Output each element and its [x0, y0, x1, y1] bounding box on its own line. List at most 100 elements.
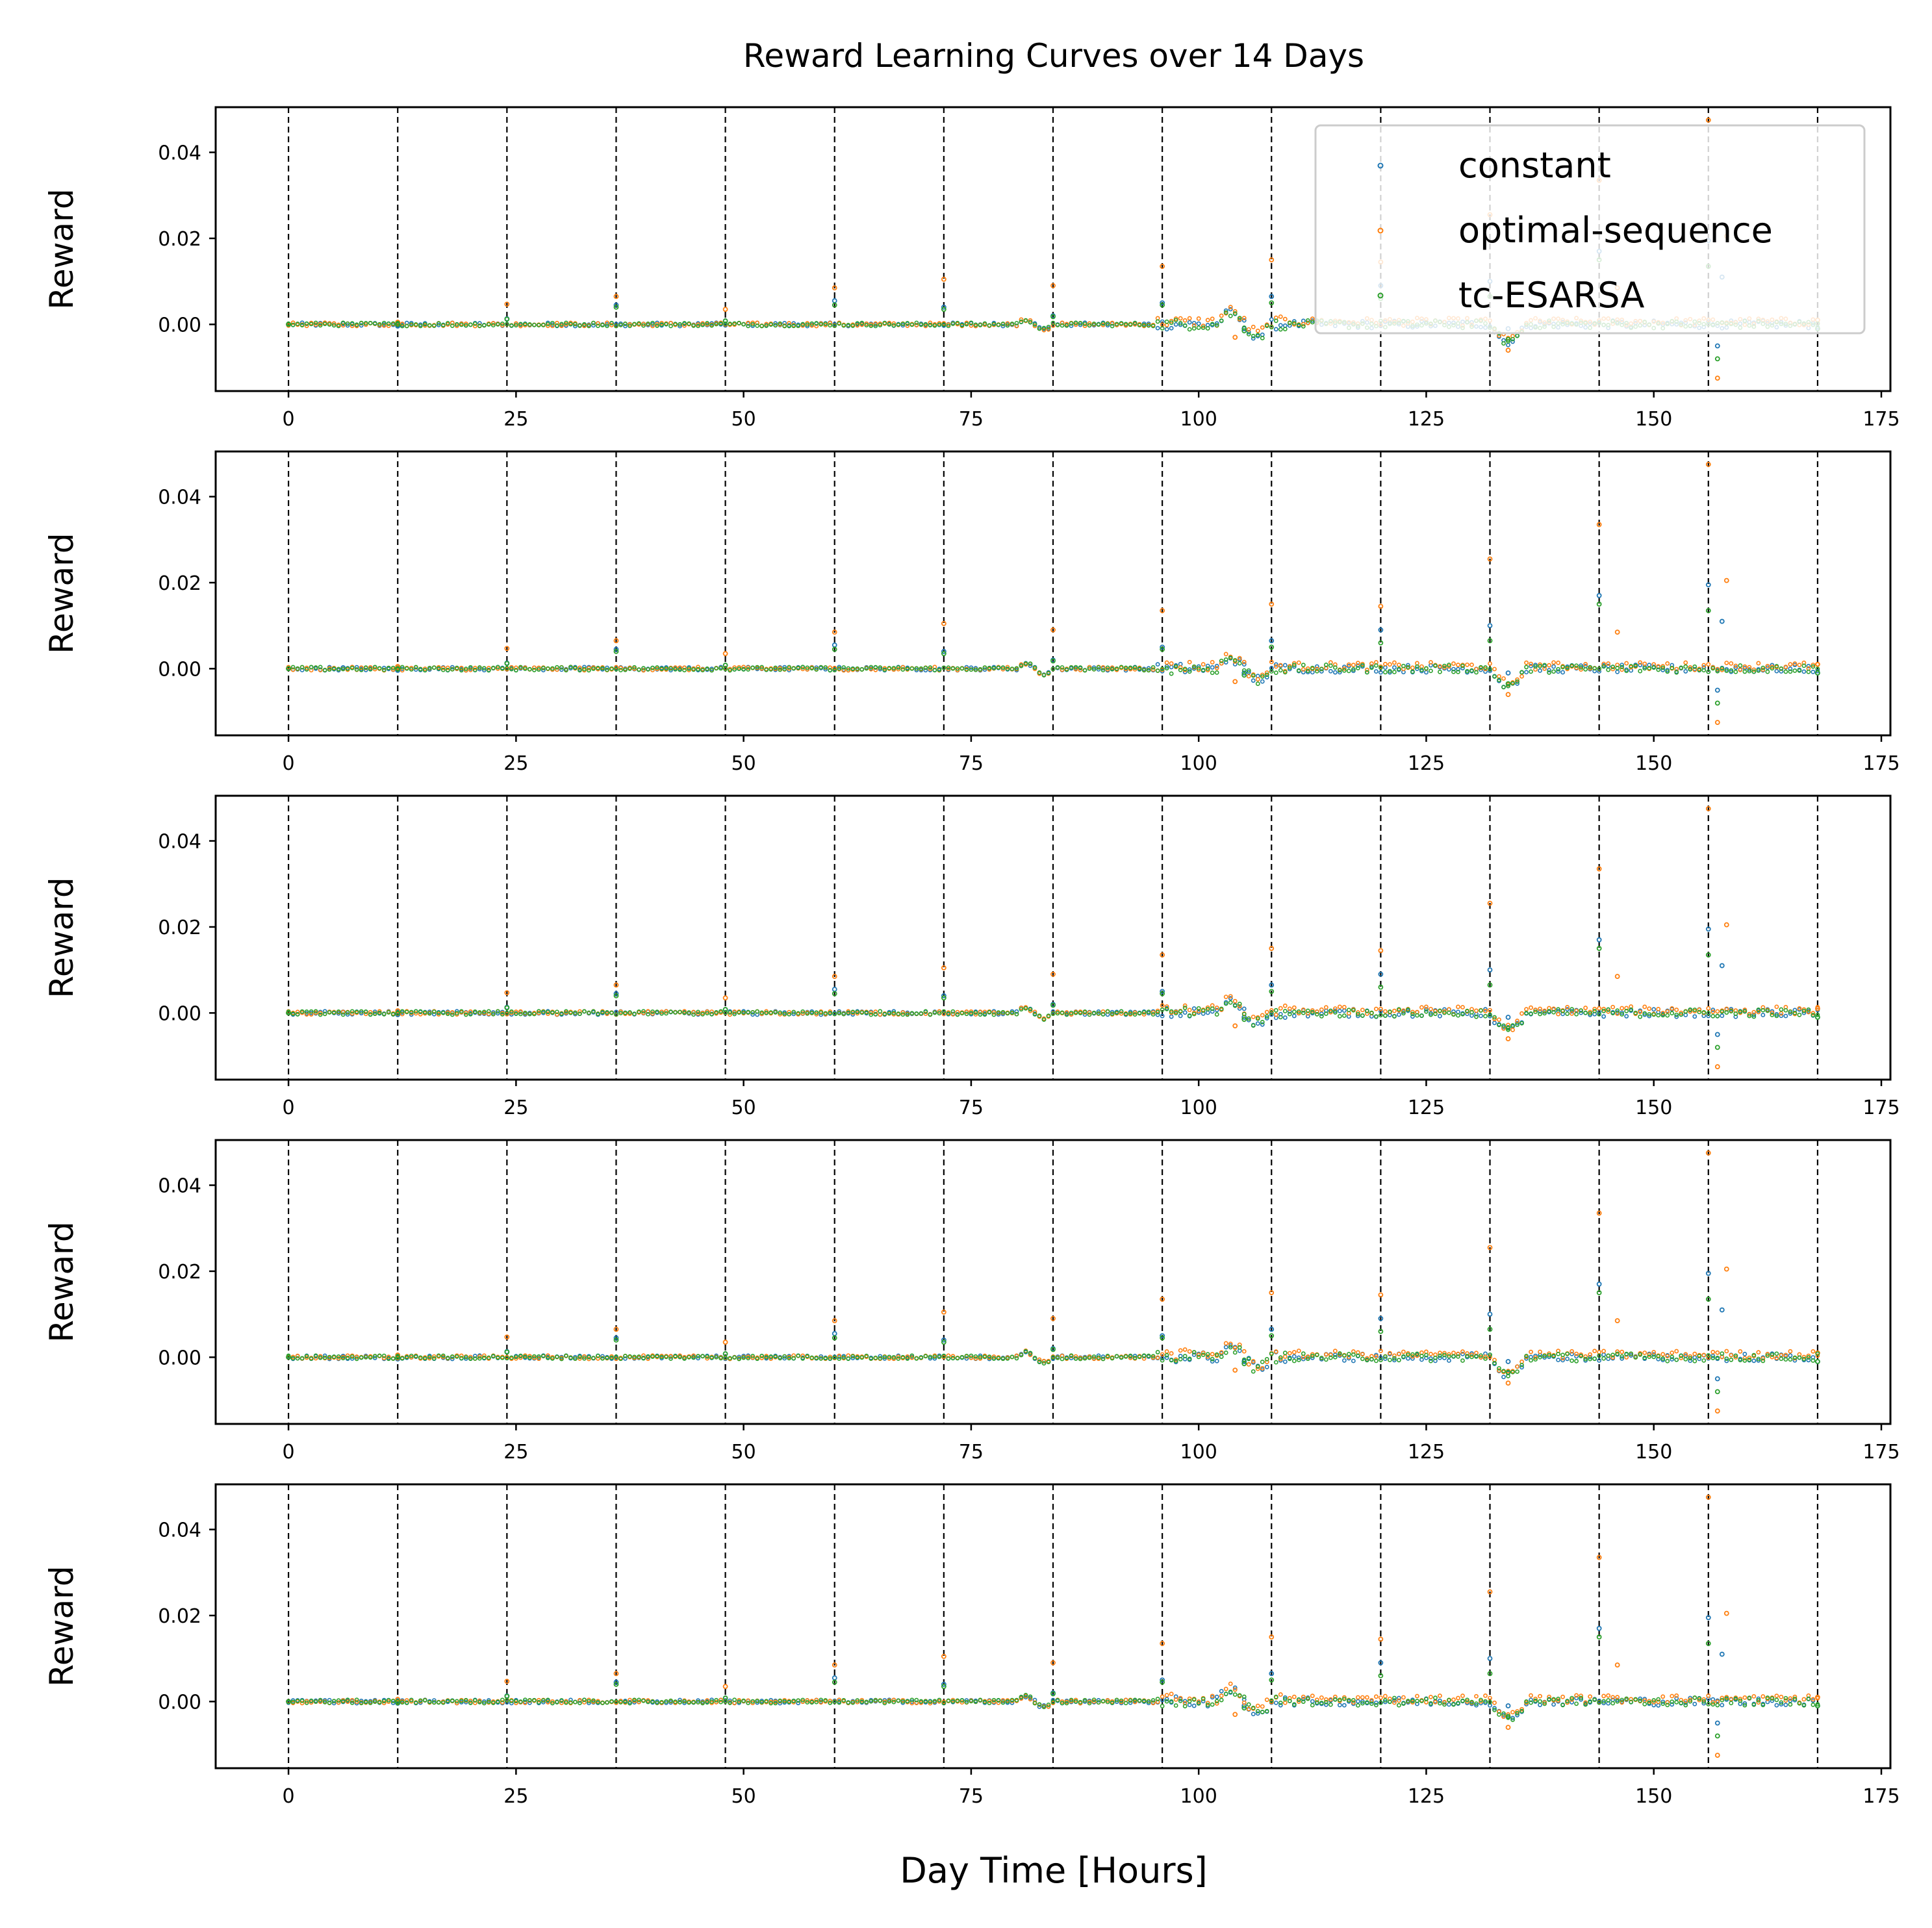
data-point — [1665, 669, 1670, 674]
data-point — [1273, 670, 1278, 676]
data-point — [891, 323, 896, 328]
data-point — [1282, 1695, 1288, 1700]
data-point — [982, 1012, 987, 1017]
data-point — [1624, 661, 1629, 666]
data-point — [900, 323, 906, 328]
data-point — [1064, 1012, 1069, 1017]
data-point — [1742, 664, 1748, 669]
data-point — [1055, 1009, 1060, 1014]
data-point — [1538, 664, 1542, 668]
data-point — [613, 302, 619, 308]
data-point — [1337, 1008, 1342, 1013]
data-point — [1000, 323, 1006, 329]
data-point — [1465, 662, 1469, 667]
data-point — [1601, 1356, 1607, 1361]
data-point — [1196, 1352, 1201, 1357]
data-point — [1241, 1006, 1247, 1011]
data-point — [1620, 665, 1625, 670]
x-tick-label: 175 — [1862, 1097, 1900, 1119]
x-tick-label: 100 — [1180, 1097, 1217, 1119]
data-point — [1551, 1009, 1556, 1015]
data-point — [996, 1700, 1001, 1705]
data-point — [637, 321, 641, 326]
data-point — [1592, 1349, 1597, 1354]
data-point — [472, 1354, 477, 1358]
data-point — [855, 323, 860, 328]
data-point — [436, 1353, 441, 1358]
data-point — [1119, 321, 1124, 326]
data-point — [299, 668, 305, 672]
data-point — [1182, 1010, 1188, 1015]
data-point — [837, 321, 842, 326]
data-point — [468, 1009, 473, 1014]
data-point — [531, 1355, 537, 1360]
data-point — [477, 1010, 482, 1015]
data-point — [846, 668, 851, 673]
data-point — [841, 1011, 846, 1017]
data-point — [1756, 1358, 1761, 1363]
data-point — [1469, 668, 1474, 673]
data-point — [1269, 325, 1274, 330]
data-point — [1770, 1013, 1775, 1017]
data-point — [1128, 1355, 1133, 1360]
data-point — [1160, 1677, 1165, 1683]
data-point — [1688, 1354, 1693, 1359]
data-point — [1574, 1011, 1579, 1017]
data-point — [1346, 662, 1351, 667]
data-point — [1132, 322, 1138, 327]
data-point — [641, 1353, 646, 1358]
data-point — [1160, 1003, 1165, 1008]
data-point — [1638, 1696, 1643, 1701]
data-point — [1565, 1005, 1570, 1009]
data-point — [1296, 1355, 1301, 1360]
data-point — [1447, 1702, 1451, 1707]
data-point — [1050, 627, 1056, 633]
data-point — [828, 320, 833, 325]
data-point — [932, 1354, 937, 1359]
data-point — [1510, 1716, 1515, 1721]
data-point — [304, 1354, 309, 1359]
data-point — [1028, 1008, 1033, 1013]
data-point — [1069, 1010, 1074, 1015]
data-point — [409, 1355, 414, 1360]
data-point — [363, 665, 368, 670]
data-point — [1373, 669, 1379, 674]
data-point — [1456, 663, 1460, 667]
data-point — [1319, 1007, 1324, 1012]
data-point — [1706, 1013, 1711, 1019]
data-point — [1551, 669, 1556, 674]
data-point — [304, 323, 309, 329]
data-point — [614, 1012, 618, 1017]
data-point — [1438, 1351, 1442, 1356]
data-point — [1246, 1362, 1251, 1367]
data-point — [1141, 1009, 1147, 1015]
data-point — [1601, 1701, 1607, 1706]
data-point — [1733, 1355, 1738, 1360]
data-point — [1132, 1353, 1138, 1358]
data-point — [409, 322, 414, 327]
data-point — [964, 1698, 969, 1703]
data-point — [914, 320, 919, 325]
data-point — [1182, 1347, 1188, 1352]
data-point — [1651, 1352, 1657, 1357]
data-point — [1010, 322, 1015, 326]
data-point — [914, 1356, 919, 1361]
data-point — [869, 1012, 874, 1017]
data-point — [1660, 1699, 1666, 1705]
data-point — [1797, 1006, 1802, 1011]
data-point — [896, 665, 901, 670]
x-tick-label: 50 — [731, 1097, 756, 1119]
data-point — [1291, 1005, 1297, 1010]
data-point — [1442, 663, 1447, 668]
data-point — [1282, 1003, 1288, 1008]
data-point — [878, 1009, 883, 1014]
data-point — [1723, 1266, 1729, 1272]
data-point — [1642, 661, 1647, 666]
data-point — [1460, 1005, 1465, 1009]
data-point — [377, 1353, 382, 1358]
data-point — [1451, 669, 1456, 674]
data-point — [1382, 1013, 1388, 1018]
data-point — [937, 668, 942, 672]
data-point — [1123, 1011, 1128, 1017]
data-point — [1050, 1009, 1056, 1014]
